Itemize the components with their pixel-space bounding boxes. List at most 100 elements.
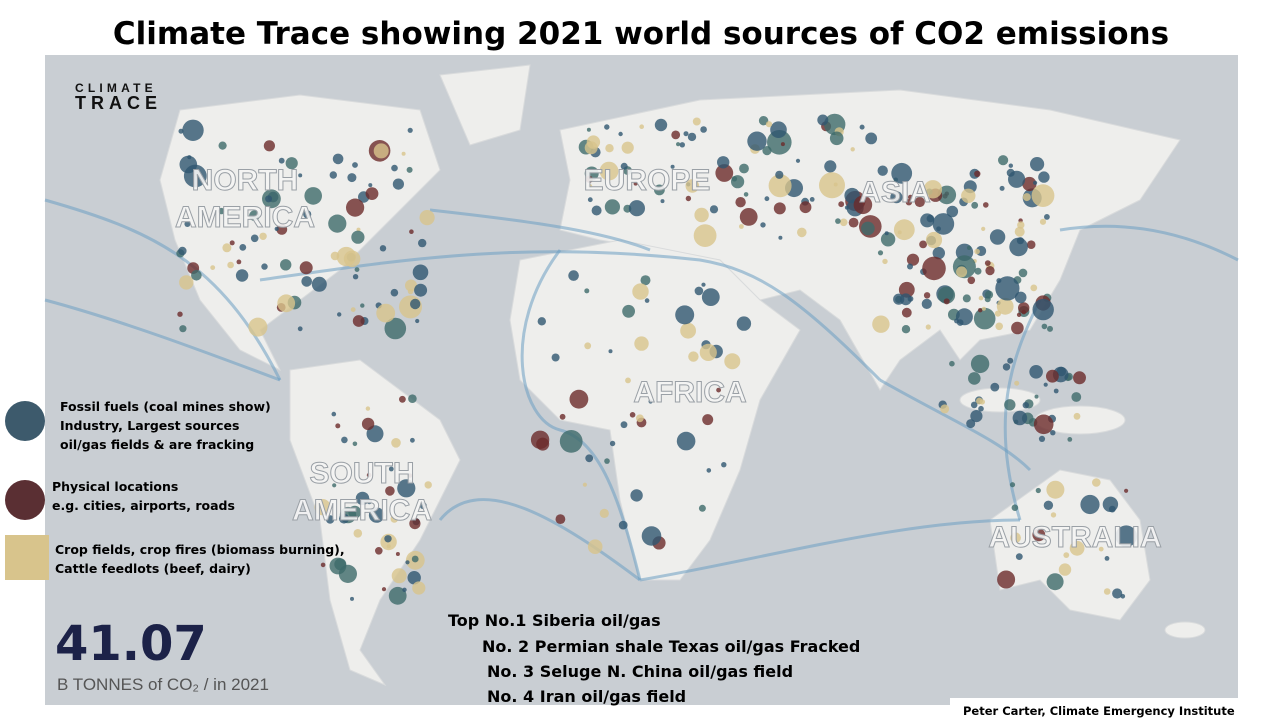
emission-dot <box>978 295 984 301</box>
emission-dot <box>767 130 792 155</box>
emission-dot <box>838 201 845 208</box>
emission-dot <box>355 491 370 506</box>
emission-dot <box>1071 392 1082 402</box>
emission-dot <box>906 253 920 266</box>
emission-dot <box>685 195 692 202</box>
emission-dot <box>819 172 845 199</box>
emission-dot <box>350 307 356 312</box>
emission-dot <box>932 213 955 235</box>
emission-dot <box>922 256 946 281</box>
emission-dot <box>1053 388 1059 394</box>
emission-dot <box>407 127 413 133</box>
emission-dot <box>1098 546 1104 552</box>
emission-dot <box>401 151 406 156</box>
emission-dot <box>584 141 598 155</box>
emission-dot <box>1002 363 1011 371</box>
emission-dot <box>648 399 653 404</box>
emission-dot <box>1046 369 1059 383</box>
emission-dot <box>817 114 829 126</box>
emission-dot <box>956 266 968 278</box>
emission-dot <box>743 192 749 197</box>
emission-dot <box>408 394 417 404</box>
emission-dot <box>981 306 986 311</box>
emission-dot <box>368 507 385 523</box>
emission-dot <box>989 229 1006 245</box>
slide-title: Climate Trace showing 2021 world sources… <box>113 16 1169 52</box>
emission-dot <box>758 116 769 126</box>
emission-dot <box>339 513 349 524</box>
emission-dot <box>985 266 995 276</box>
emission-dot <box>901 325 911 334</box>
emission-dot <box>654 118 668 132</box>
emission-dot <box>248 317 268 337</box>
total-caption: B TONNES of CO₂ / in 2021 <box>57 675 269 694</box>
emission-dot <box>961 188 976 203</box>
emission-dot <box>633 181 638 186</box>
emission-dot <box>680 322 696 339</box>
emission-dot <box>1067 437 1073 442</box>
emission-dot <box>1033 414 1054 435</box>
emission-dot <box>775 170 784 179</box>
emission-dot <box>970 354 990 374</box>
emission-dot <box>424 481 432 489</box>
emission-dot <box>1043 382 1048 387</box>
emission-dot <box>926 214 935 223</box>
emission-dot <box>1035 487 1041 494</box>
emission-dot <box>354 267 360 272</box>
emission-dot <box>1008 170 1026 188</box>
emission-dot <box>1018 302 1030 314</box>
emission-dot <box>599 161 619 181</box>
emission-dot <box>582 482 588 487</box>
emission-dot <box>709 205 719 214</box>
emission-dot <box>943 298 950 305</box>
emission-dot <box>587 539 603 554</box>
emission-dot <box>356 227 361 232</box>
emission-dot <box>179 155 198 174</box>
emission-dot <box>178 128 184 134</box>
emission-dot <box>736 316 752 331</box>
emission-dot <box>1046 480 1065 499</box>
emission-dot <box>706 468 712 473</box>
route <box>520 249 642 581</box>
emission-dot <box>639 124 644 129</box>
emission-dot <box>277 294 296 313</box>
emission-dot <box>392 178 404 190</box>
emission-dot <box>654 184 665 196</box>
emission-dot <box>179 275 194 290</box>
emission-dot <box>334 558 347 571</box>
emission-dot <box>716 387 721 393</box>
emission-dot <box>1017 221 1025 229</box>
emission-dot <box>984 260 991 266</box>
emission-dot <box>925 324 931 330</box>
emission-dot <box>350 596 354 601</box>
map: NORTH AMERICA EUROPE ASIA AFRICA SOUTH AMERICA… <box>44 55 1239 705</box>
legend: Fossil fuels (coal mines show) Industry, … <box>5 399 345 580</box>
continent-label: AMERICA <box>175 201 315 234</box>
emission-dot <box>780 142 785 147</box>
emission-dot <box>1038 171 1050 183</box>
emission-dot <box>184 221 191 227</box>
emission-dot <box>222 243 232 253</box>
emission-dot <box>914 196 925 208</box>
emission-dot <box>670 164 675 169</box>
emission-dot <box>724 353 741 370</box>
emission-dot <box>1016 312 1022 317</box>
legend-label: Industry, Largest sources <box>60 418 239 433</box>
emission-dot <box>660 199 665 204</box>
emission-dot <box>182 119 204 141</box>
emission-dot <box>368 183 373 188</box>
emission-dot <box>605 144 614 153</box>
route <box>639 518 1021 582</box>
emission-dot <box>337 312 342 317</box>
emission-dot <box>971 201 979 209</box>
emission-dot <box>925 231 943 249</box>
continent-label: SOUTH <box>310 457 415 490</box>
emission-dot <box>352 441 358 447</box>
emission-dot <box>865 132 878 145</box>
emission-dot <box>536 437 550 451</box>
emission-dot <box>702 414 714 426</box>
emission-dot <box>636 414 644 423</box>
greenland <box>439 64 531 146</box>
emission-dot <box>848 217 859 228</box>
emission-dot <box>974 170 981 177</box>
